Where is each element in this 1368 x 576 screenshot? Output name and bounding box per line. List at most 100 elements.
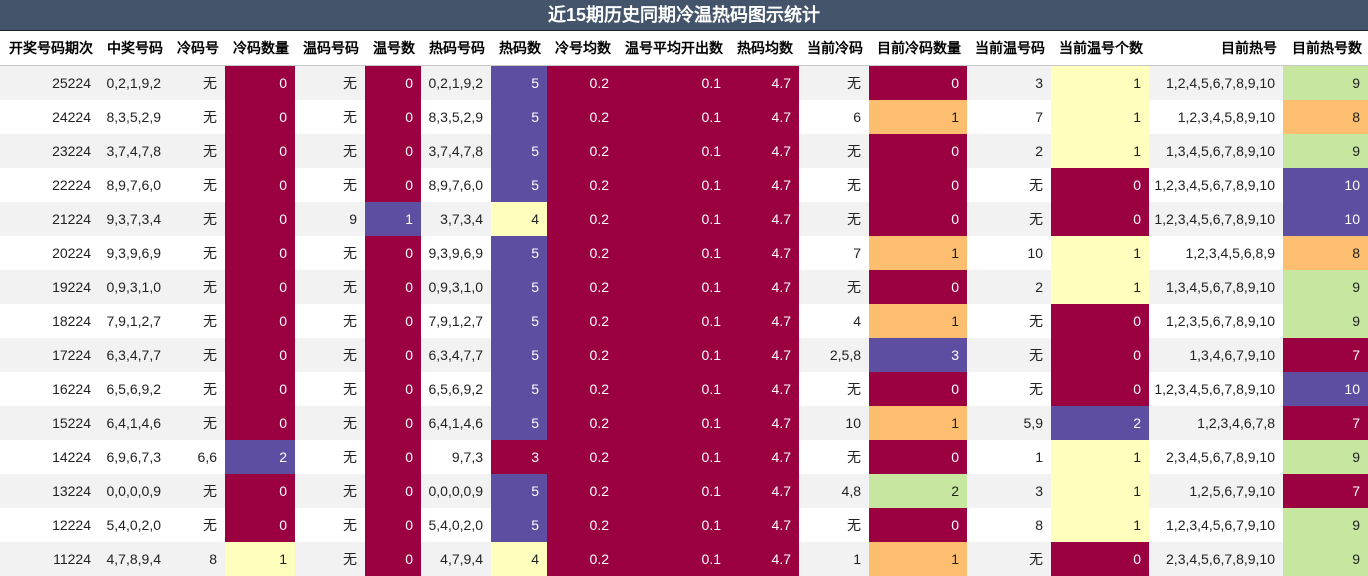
table-cell: 无: [967, 202, 1051, 236]
table-cell: 6: [799, 100, 869, 134]
column-header[interactable]: 目前热号: [1149, 31, 1283, 66]
table-cell: 6,5,6,9,2: [99, 372, 169, 406]
table-cell: 2,5,8: [799, 338, 869, 372]
table-cell: 6,4,1,4,6: [99, 406, 169, 440]
column-header[interactable]: 冷码数量: [225, 31, 295, 66]
column-header[interactable]: 温号平均开出数: [617, 31, 729, 66]
column-header[interactable]: 冷号均数: [547, 31, 617, 66]
table-cell: 无: [799, 65, 869, 100]
table-cell: 0: [1051, 168, 1149, 202]
table-cell: 无: [295, 474, 365, 508]
column-header[interactable]: 开奖号码期次: [0, 31, 99, 66]
table-cell: 0.2: [547, 338, 617, 372]
table-cell: 0,9,3,1,0: [421, 270, 491, 304]
table-cell: 0.1: [617, 202, 729, 236]
table-cell: 无: [169, 236, 225, 270]
table-cell: 8: [1283, 236, 1368, 270]
table-cell: 1,2,3,4,5,6,8,9: [1149, 236, 1283, 270]
column-header[interactable]: 热码数: [491, 31, 547, 66]
table-cell: 7: [1283, 406, 1368, 440]
table-cell: 4: [491, 542, 547, 576]
table-cell: 6,3,4,7,7: [99, 338, 169, 372]
column-header[interactable]: 当前冷码: [799, 31, 869, 66]
table-cell: 0.2: [547, 474, 617, 508]
table-cell: 0: [225, 168, 295, 202]
table-cell: 5: [491, 100, 547, 134]
table-cell: 无: [295, 168, 365, 202]
table-cell: 0: [1051, 372, 1149, 406]
table-cell: 17224: [0, 338, 99, 372]
table-cell: 9: [1283, 440, 1368, 474]
table-cell: 无: [967, 372, 1051, 406]
table-cell: 无: [169, 270, 225, 304]
column-header[interactable]: 目前冷码数量: [869, 31, 967, 66]
table-cell: 1: [1051, 65, 1149, 100]
table-cell: 1: [365, 202, 421, 236]
table-cell: 13224: [0, 474, 99, 508]
table-cell: 0: [869, 168, 967, 202]
table-cell: 1: [869, 542, 967, 576]
table-cell: 15224: [0, 406, 99, 440]
table-cell: 0: [869, 65, 967, 100]
table-cell: 0.2: [547, 406, 617, 440]
table-cell: 21224: [0, 202, 99, 236]
table-cell: 0: [365, 406, 421, 440]
table-cell: 1,2,3,4,5,6,7,8,9,10: [1149, 372, 1283, 406]
table-cell: 无: [295, 270, 365, 304]
table-cell: 20224: [0, 236, 99, 270]
table-cell: 16224: [0, 372, 99, 406]
column-header[interactable]: 当前温号码: [967, 31, 1051, 66]
table-cell: 4.7: [729, 542, 799, 576]
table-cell: 0: [365, 100, 421, 134]
table-cell: 1,3,4,6,7,9,10: [1149, 338, 1283, 372]
table-cell: 4.7: [729, 168, 799, 202]
column-header[interactable]: 热码号码: [421, 31, 491, 66]
table-cell: 0.2: [547, 372, 617, 406]
table-cell: 5: [491, 134, 547, 168]
table-cell: 4.7: [729, 134, 799, 168]
column-header[interactable]: 温号数: [365, 31, 421, 66]
table-cell: 0: [365, 474, 421, 508]
table-cell: 0: [1051, 202, 1149, 236]
table-cell: 6,6: [169, 440, 225, 474]
table-cell: 无: [295, 134, 365, 168]
table-row: 12224 5,4,0,2,0 无 0 无 0 5,4,0,2,0 5 0.2 0.1 4.7 无 0 8…: [0, 508, 1368, 542]
column-header[interactable]: 热码均数: [729, 31, 799, 66]
table-cell: 0: [225, 100, 295, 134]
table-cell: 无: [169, 100, 225, 134]
column-header[interactable]: 目前热号数: [1283, 31, 1368, 66]
column-header[interactable]: 冷码号: [169, 31, 225, 66]
table-cell: 无: [967, 338, 1051, 372]
table-cell: 1: [799, 542, 869, 576]
table-row: 17224 6,3,4,7,7 无 0 无 0 6,3,4,7,7 5 0.2 0.1 4.7 2,5…: [0, 338, 1368, 372]
table-cell: 8,9,7,6,0: [421, 168, 491, 202]
table-cell: 0,0,0,0,9: [99, 474, 169, 508]
table-cell: 0: [365, 270, 421, 304]
table-row: 15224 6,4,1,4,6 无 0 无 0 6,4,1,4,6 5 0.2 0.1 4.7 10 1…: [0, 406, 1368, 440]
table-row: 11224 4,7,8,9,4 8 1 无 0 4,7,9,4 4 0.2 0.1 4.7 1 1 无 0 2…: [0, 542, 1368, 576]
column-header[interactable]: 温码号码: [295, 31, 365, 66]
table-cell: 0.1: [617, 508, 729, 542]
table-cell: 9,3,7,3,4: [99, 202, 169, 236]
table-cell: 0: [365, 236, 421, 270]
table-cell: 5: [491, 304, 547, 338]
table-cell: 4.7: [729, 65, 799, 100]
table-cell: 8: [967, 508, 1051, 542]
table-cell: 无: [799, 372, 869, 406]
table-cell: 无: [967, 168, 1051, 202]
table-cell: 0,2,1,9,2: [99, 65, 169, 100]
table-cell: 0.1: [617, 270, 729, 304]
table-cell: 4.7: [729, 202, 799, 236]
table-cell: 0.1: [617, 100, 729, 134]
column-header[interactable]: 中奖号码: [99, 31, 169, 66]
table-cell: 9: [1283, 270, 1368, 304]
table-cell: 25224: [0, 65, 99, 100]
table-cell: 2: [967, 270, 1051, 304]
column-header[interactable]: 当前温号个数: [1051, 31, 1149, 66]
table-cell: 0: [869, 134, 967, 168]
table-cell: 无: [295, 406, 365, 440]
table-cell: 0.1: [617, 304, 729, 338]
table-cell: 无: [169, 406, 225, 440]
table-cell: 0: [225, 236, 295, 270]
table-cell: 1: [869, 304, 967, 338]
